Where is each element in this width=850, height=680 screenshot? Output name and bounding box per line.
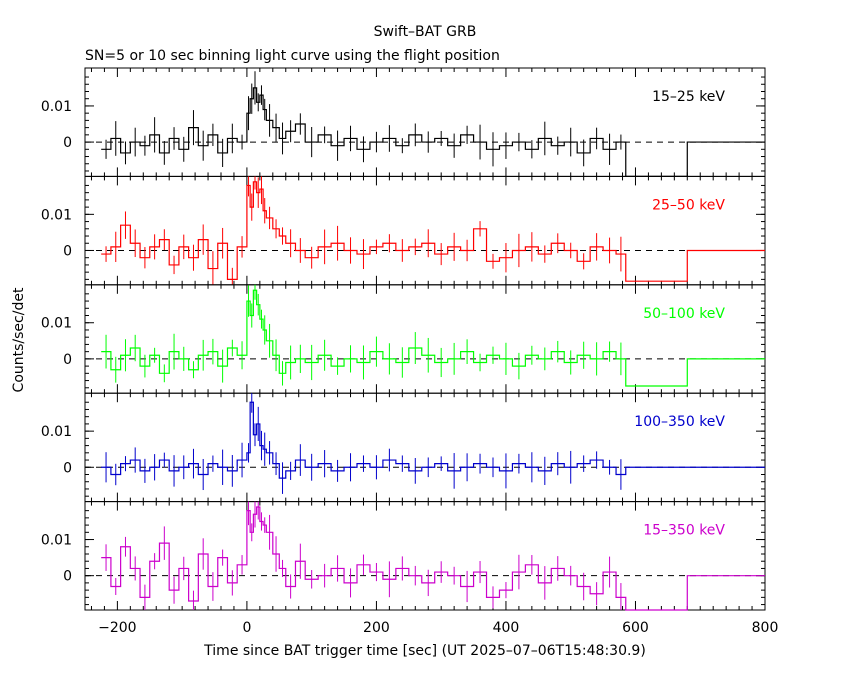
y-tick-label: 0.01: [41, 207, 72, 223]
panel-4: 0 0.01 100–350 keV: [41, 392, 766, 503]
series-line: [101, 506, 765, 611]
panel-legend: 50–100 keV: [643, 306, 725, 322]
panel-frame: [84, 67, 766, 177]
panels-group: 0 0.01 15–25 keV 0 0.01 25–50 keV 0 0.01 50–100 …: [41, 67, 779, 636]
x-tick-label: 400: [493, 620, 520, 636]
series-line: [101, 401, 765, 479]
panel-5: 0 0.01 15–350 keV: [41, 501, 766, 611]
series-line: [101, 181, 765, 282]
panel-legend: 25–50 keV: [652, 197, 725, 213]
x-tick-label: 200: [363, 620, 390, 636]
panel-frame: [84, 501, 766, 611]
y-tick-label: 0.01: [41, 99, 72, 115]
x-tick-label: 600: [622, 620, 649, 636]
x-axis-label: Time since BAT trigger time [sec] (UT 20…: [203, 643, 646, 659]
panel-frame: [84, 175, 766, 286]
panel-frame: [84, 284, 766, 394]
chart-subtitle: SN=5 or 10 sec binning light curve using…: [85, 48, 500, 64]
panel-legend: 15–350 keV: [643, 523, 725, 539]
y-tick-label: 0: [63, 135, 72, 151]
panel-legend: 100–350 keV: [634, 414, 725, 430]
y-tick-label: 0.01: [41, 316, 72, 332]
x-tick-label: 0: [242, 620, 251, 636]
y-tick-label: 0: [63, 352, 72, 368]
y-tick-label: 0.01: [41, 424, 72, 440]
x-tick-label: −200: [98, 620, 136, 636]
panel-legend: 15–25 keV: [652, 89, 725, 105]
y-axis-label: Counts/sec/det: [11, 287, 27, 392]
panel-2: 0 0.01 25–50 keV: [41, 175, 766, 286]
panel-3: 0 0.01 50–100 keV: [41, 284, 766, 394]
panel-frame: [84, 392, 766, 503]
series-line: [101, 87, 765, 177]
series-line: [101, 289, 765, 387]
y-tick-label: 0: [63, 569, 72, 585]
y-tick-label: 0: [63, 243, 72, 259]
chart-title: Swift–BAT GRB: [374, 24, 477, 40]
y-tick-label: 0: [63, 460, 72, 476]
y-tick-label: 0.01: [41, 533, 72, 549]
panel-1: 0 0.01 15–25 keV: [41, 67, 766, 177]
x-tick-label: 800: [752, 620, 779, 636]
